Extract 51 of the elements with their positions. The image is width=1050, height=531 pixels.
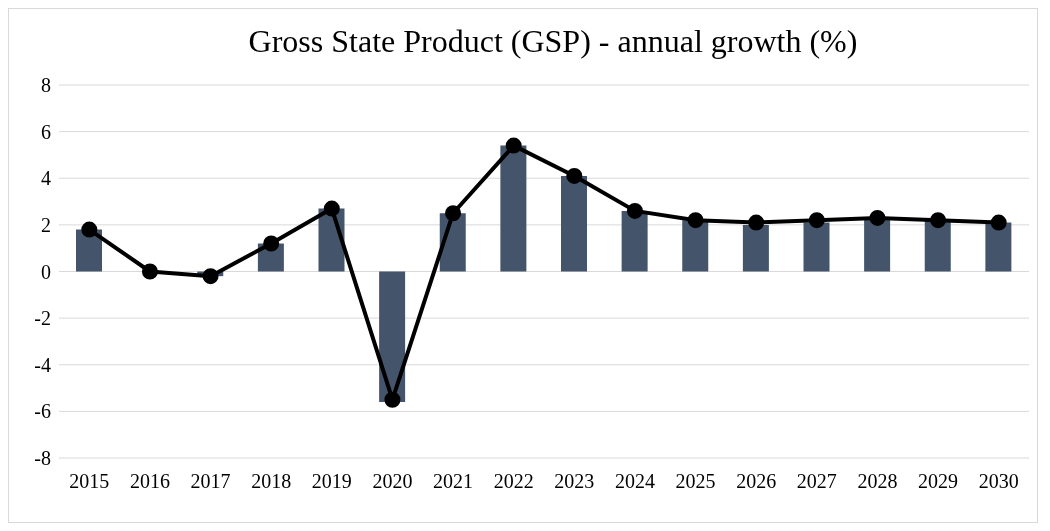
y-tick-label: 4 xyxy=(41,167,51,190)
point xyxy=(141,263,158,280)
point xyxy=(930,212,947,229)
x-tick-label: 2017 xyxy=(190,470,231,493)
y-tick-label: 8 xyxy=(41,74,51,97)
x-tick-label: 2016 xyxy=(129,470,170,493)
y-tick-label: 2 xyxy=(41,213,51,236)
y-tick-label: -4 xyxy=(34,353,51,376)
x-tick-label: 2018 xyxy=(251,470,292,493)
x-tick-label: 2020 xyxy=(372,470,413,493)
y-tick-label: -2 xyxy=(34,307,51,330)
y-tick-label: -8 xyxy=(34,447,51,470)
x-tick-label: 2025 xyxy=(675,470,716,493)
x-tick-label: 2021 xyxy=(433,470,474,493)
y-tick-label: 0 xyxy=(41,260,51,283)
x-tick-label: 2029 xyxy=(918,470,959,493)
point xyxy=(566,167,583,184)
point xyxy=(263,235,280,252)
x-tick-label: 2028 xyxy=(857,470,898,493)
x-tick-label: 2030 xyxy=(978,470,1019,493)
bar xyxy=(742,224,769,272)
point xyxy=(505,137,522,154)
x-tick-label: 2024 xyxy=(614,470,655,493)
x-tick-label: 2027 xyxy=(796,470,837,493)
point xyxy=(202,268,219,285)
x-tick-label: 2022 xyxy=(493,470,534,493)
y-tick-label: -6 xyxy=(34,400,51,423)
x-tick-label: 2023 xyxy=(554,470,595,493)
point xyxy=(384,391,401,408)
bar xyxy=(924,220,951,272)
point xyxy=(445,205,462,222)
x-tick-label: 2026 xyxy=(736,470,777,493)
bar xyxy=(621,210,648,272)
bar xyxy=(682,220,709,272)
point xyxy=(990,214,1007,231)
point xyxy=(808,212,825,229)
point xyxy=(323,200,340,217)
bar xyxy=(500,145,527,272)
point xyxy=(81,221,98,238)
point xyxy=(748,214,765,231)
bar xyxy=(985,222,1012,272)
y-tick-label: 6 xyxy=(41,120,51,143)
bar xyxy=(864,217,891,272)
point xyxy=(687,212,704,229)
bar xyxy=(803,222,830,272)
point xyxy=(869,209,886,226)
bar xyxy=(561,175,587,272)
x-tick-label: 2015 xyxy=(69,470,110,493)
point xyxy=(626,202,643,219)
x-tick-label: 2019 xyxy=(311,470,352,493)
chart-title: Gross State Product (GSP) - annual growth (%) xyxy=(247,23,859,60)
